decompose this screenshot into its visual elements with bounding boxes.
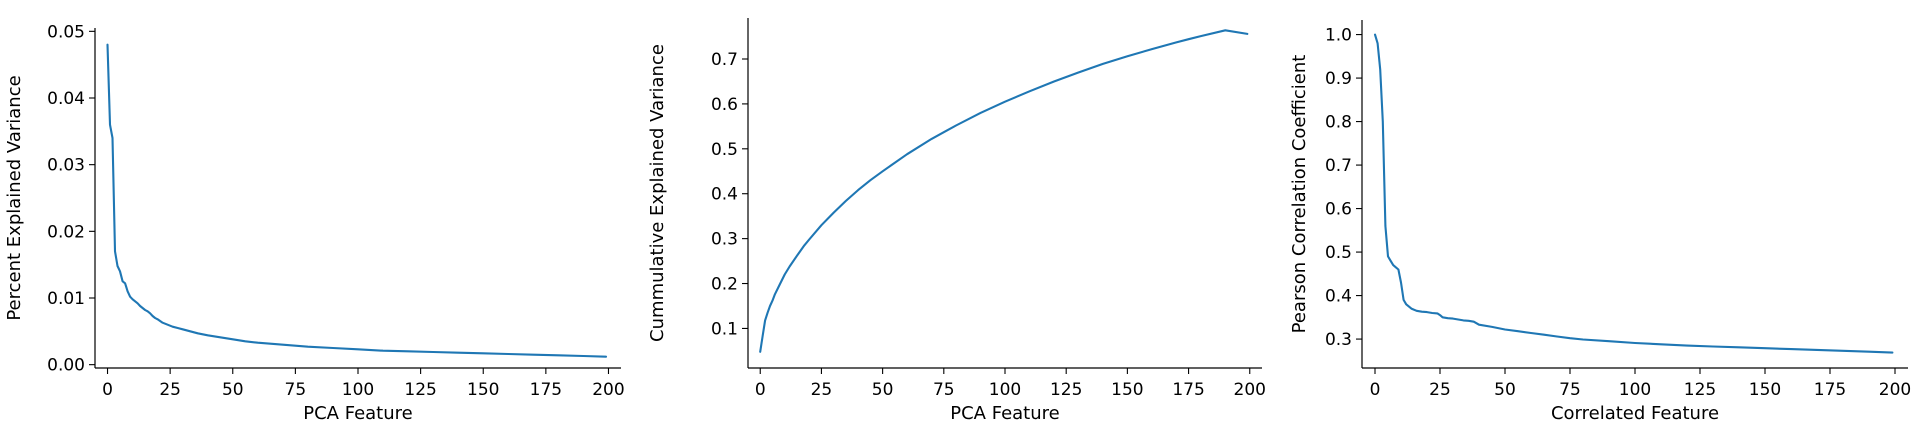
x-tick-label: 75	[285, 380, 307, 400]
y-tick-label: 0.4	[711, 185, 738, 205]
x-tick-label: 50	[872, 380, 894, 400]
y-tick-label: 0.1	[711, 319, 738, 339]
y-tick-label: 0.8	[1325, 113, 1352, 133]
y-tick-label: 0.6	[711, 95, 738, 115]
x-tick-label: 0	[1370, 380, 1381, 400]
x-tick-label: 100	[342, 380, 374, 400]
y-tick-label: 0.5	[1325, 243, 1352, 263]
x-tick-label: 25	[1429, 380, 1451, 400]
y-tick-label: 0.3	[711, 230, 738, 250]
x-tick-label: 175	[1814, 380, 1846, 400]
x-tick-label: 200	[592, 380, 624, 400]
y-tick-label: 0.00	[47, 356, 85, 376]
y-axis-label: Cummulative Explained Variance	[647, 44, 668, 342]
y-tick-label: 1.0	[1325, 26, 1352, 46]
chart-cumulative-explained-variance: 0 25 50 75 100 125 150 175 200 0.1 0.2 0.3 0.4 0.5 0.6…	[647, 18, 1266, 424]
x-tick-label: 75	[1559, 380, 1581, 400]
x-tick-label: 150	[1111, 380, 1143, 400]
y-tick-label: 0.9	[1325, 69, 1352, 89]
series-line-cummulative-explained-variance	[759, 29, 1249, 353]
y-tick-label: 0.3	[1325, 330, 1352, 350]
series-line-percent-explained-variance	[106, 43, 608, 358]
y-tick-label: 0.03	[47, 156, 85, 176]
x-tick-label: 125	[1050, 380, 1082, 400]
x-tick-label: 25	[159, 380, 181, 400]
y-tick-label: 0.2	[711, 275, 738, 295]
x-tick-label: 50	[222, 380, 244, 400]
y-tick-label: 0.01	[47, 289, 85, 309]
x-tick-label: 125	[1684, 380, 1716, 400]
x-tick-label: 150	[467, 380, 499, 400]
x-tick-label: 100	[1619, 380, 1651, 400]
y-tick-label: 0.7	[711, 50, 738, 70]
y-tick-label: 0.02	[47, 222, 85, 242]
chart-pearson-correlation: 0 25 50 75 100 125 150 175 200 0.3 0.4 0.5 0.6 0.7 0.8…	[1289, 20, 1911, 424]
series-line-pearson-correlation-coefficient	[1373, 33, 1894, 354]
y-tick-label: 0.6	[1325, 200, 1352, 220]
x-axis-label: PCA Feature	[303, 403, 412, 424]
x-tick-label: 150	[1749, 380, 1781, 400]
x-axis-label: PCA Feature	[950, 403, 1059, 424]
x-tick-label: 175	[530, 380, 562, 400]
y-tick-label: 0.4	[1325, 287, 1352, 307]
x-tick-label: 200	[1879, 380, 1911, 400]
y-axis-label: Percent Explained Variance	[4, 75, 25, 320]
x-tick-label: 100	[989, 380, 1021, 400]
x-tick-label: 125	[404, 380, 436, 400]
x-tick-label: 175	[1172, 380, 1204, 400]
x-tick-label: 50	[1494, 380, 1516, 400]
chart-percent-explained-variance: 0 25 50 75 100 125 150 175 200 0.00 0.01 0.02 0.03 0.…	[4, 22, 625, 424]
x-tick-label: 200	[1234, 380, 1266, 400]
x-tick-label: 75	[933, 380, 955, 400]
y-axis-label: Pearson Correlation Coefficient	[1289, 55, 1310, 334]
x-tick-label: 25	[811, 380, 833, 400]
x-tick-label: 0	[755, 380, 766, 400]
y-tick-label: 0.7	[1325, 156, 1352, 176]
y-tick-label: 0.5	[711, 140, 738, 160]
y-tick-label: 0.04	[47, 89, 85, 109]
y-tick-label: 0.05	[47, 22, 85, 42]
x-tick-label: 0	[102, 380, 113, 400]
x-axis-label: Correlated Feature	[1551, 403, 1719, 424]
